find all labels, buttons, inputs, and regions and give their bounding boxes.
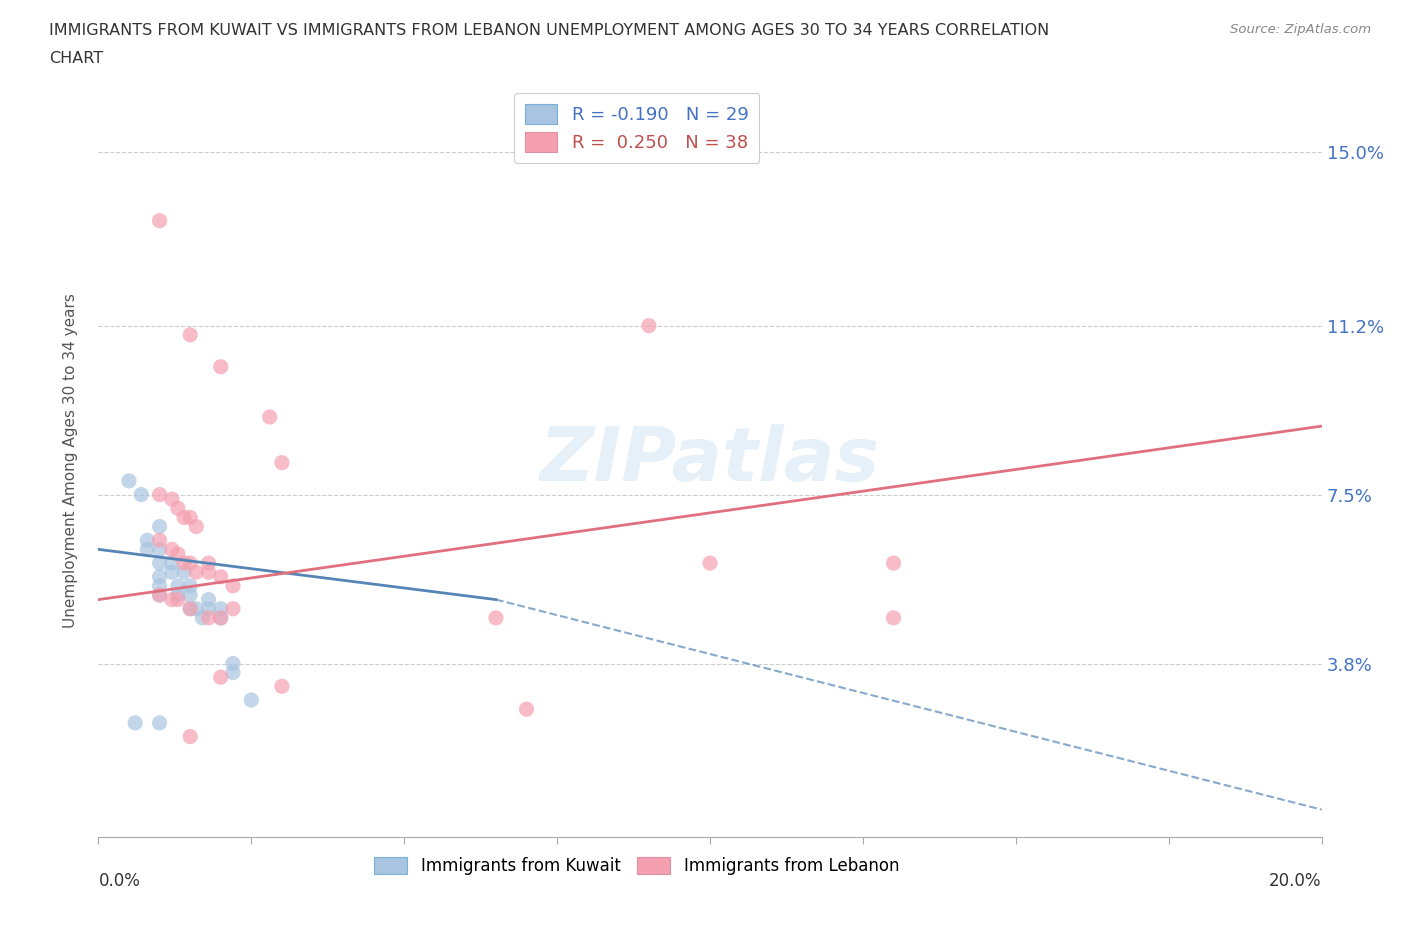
Point	[149, 588, 172, 603]
Text: 20.0%: 20.0%	[1270, 871, 1322, 890]
Point	[883, 610, 905, 625]
Point	[222, 602, 245, 617]
Text: 0.0%: 0.0%	[98, 871, 141, 890]
Point	[136, 542, 159, 557]
Point	[179, 602, 201, 617]
Point	[129, 487, 152, 502]
Point	[149, 588, 172, 603]
Point	[209, 569, 232, 584]
Point	[179, 729, 201, 744]
Point	[173, 565, 195, 579]
Point	[209, 610, 232, 625]
Point	[186, 519, 208, 534]
Point	[118, 473, 141, 488]
Point	[186, 602, 208, 617]
Point	[270, 455, 292, 470]
Point	[209, 610, 232, 625]
Point	[222, 656, 245, 671]
Point	[883, 555, 905, 570]
Point	[149, 213, 172, 228]
Point	[167, 592, 190, 607]
Point	[167, 588, 190, 603]
Point	[179, 602, 201, 617]
Legend: Immigrants from Kuwait, Immigrants from Lebanon: Immigrants from Kuwait, Immigrants from …	[367, 850, 905, 882]
Point	[209, 670, 232, 684]
Point	[197, 565, 219, 579]
Point	[197, 555, 219, 570]
Point	[179, 327, 201, 342]
Point	[167, 578, 190, 593]
Text: IMMIGRANTS FROM KUWAIT VS IMMIGRANTS FROM LEBANON UNEMPLOYMENT AMONG AGES 30 TO : IMMIGRANTS FROM KUWAIT VS IMMIGRANTS FRO…	[49, 23, 1049, 38]
Point	[160, 555, 183, 570]
Point	[179, 555, 201, 570]
Point	[149, 519, 172, 534]
Point	[160, 542, 183, 557]
Text: CHART: CHART	[49, 51, 103, 66]
Y-axis label: Unemployment Among Ages 30 to 34 years: Unemployment Among Ages 30 to 34 years	[63, 293, 77, 628]
Point	[485, 610, 508, 625]
Point	[191, 610, 214, 625]
Point	[197, 602, 219, 617]
Point	[179, 588, 201, 603]
Point	[186, 565, 208, 579]
Point	[167, 501, 190, 516]
Point	[179, 578, 201, 593]
Point	[516, 702, 538, 717]
Point	[270, 679, 292, 694]
Point	[222, 665, 245, 680]
Point	[149, 555, 172, 570]
Point	[167, 547, 190, 562]
Point	[124, 715, 146, 730]
Point	[637, 318, 661, 333]
Point	[197, 610, 219, 625]
Point	[173, 510, 195, 525]
Point	[222, 578, 245, 593]
Point	[149, 542, 172, 557]
Point	[160, 565, 183, 579]
Point	[149, 578, 172, 593]
Point	[149, 533, 172, 548]
Point	[259, 409, 281, 424]
Point	[197, 592, 219, 607]
Text: ZIPatlas: ZIPatlas	[540, 424, 880, 497]
Point	[149, 569, 172, 584]
Point	[699, 555, 721, 570]
Point	[160, 592, 183, 607]
Text: Source: ZipAtlas.com: Source: ZipAtlas.com	[1230, 23, 1371, 36]
Point	[173, 555, 195, 570]
Point	[149, 715, 172, 730]
Point	[209, 359, 232, 374]
Point	[160, 492, 183, 507]
Point	[149, 487, 172, 502]
Point	[240, 693, 263, 708]
Point	[136, 533, 159, 548]
Point	[209, 602, 232, 617]
Point	[179, 510, 201, 525]
